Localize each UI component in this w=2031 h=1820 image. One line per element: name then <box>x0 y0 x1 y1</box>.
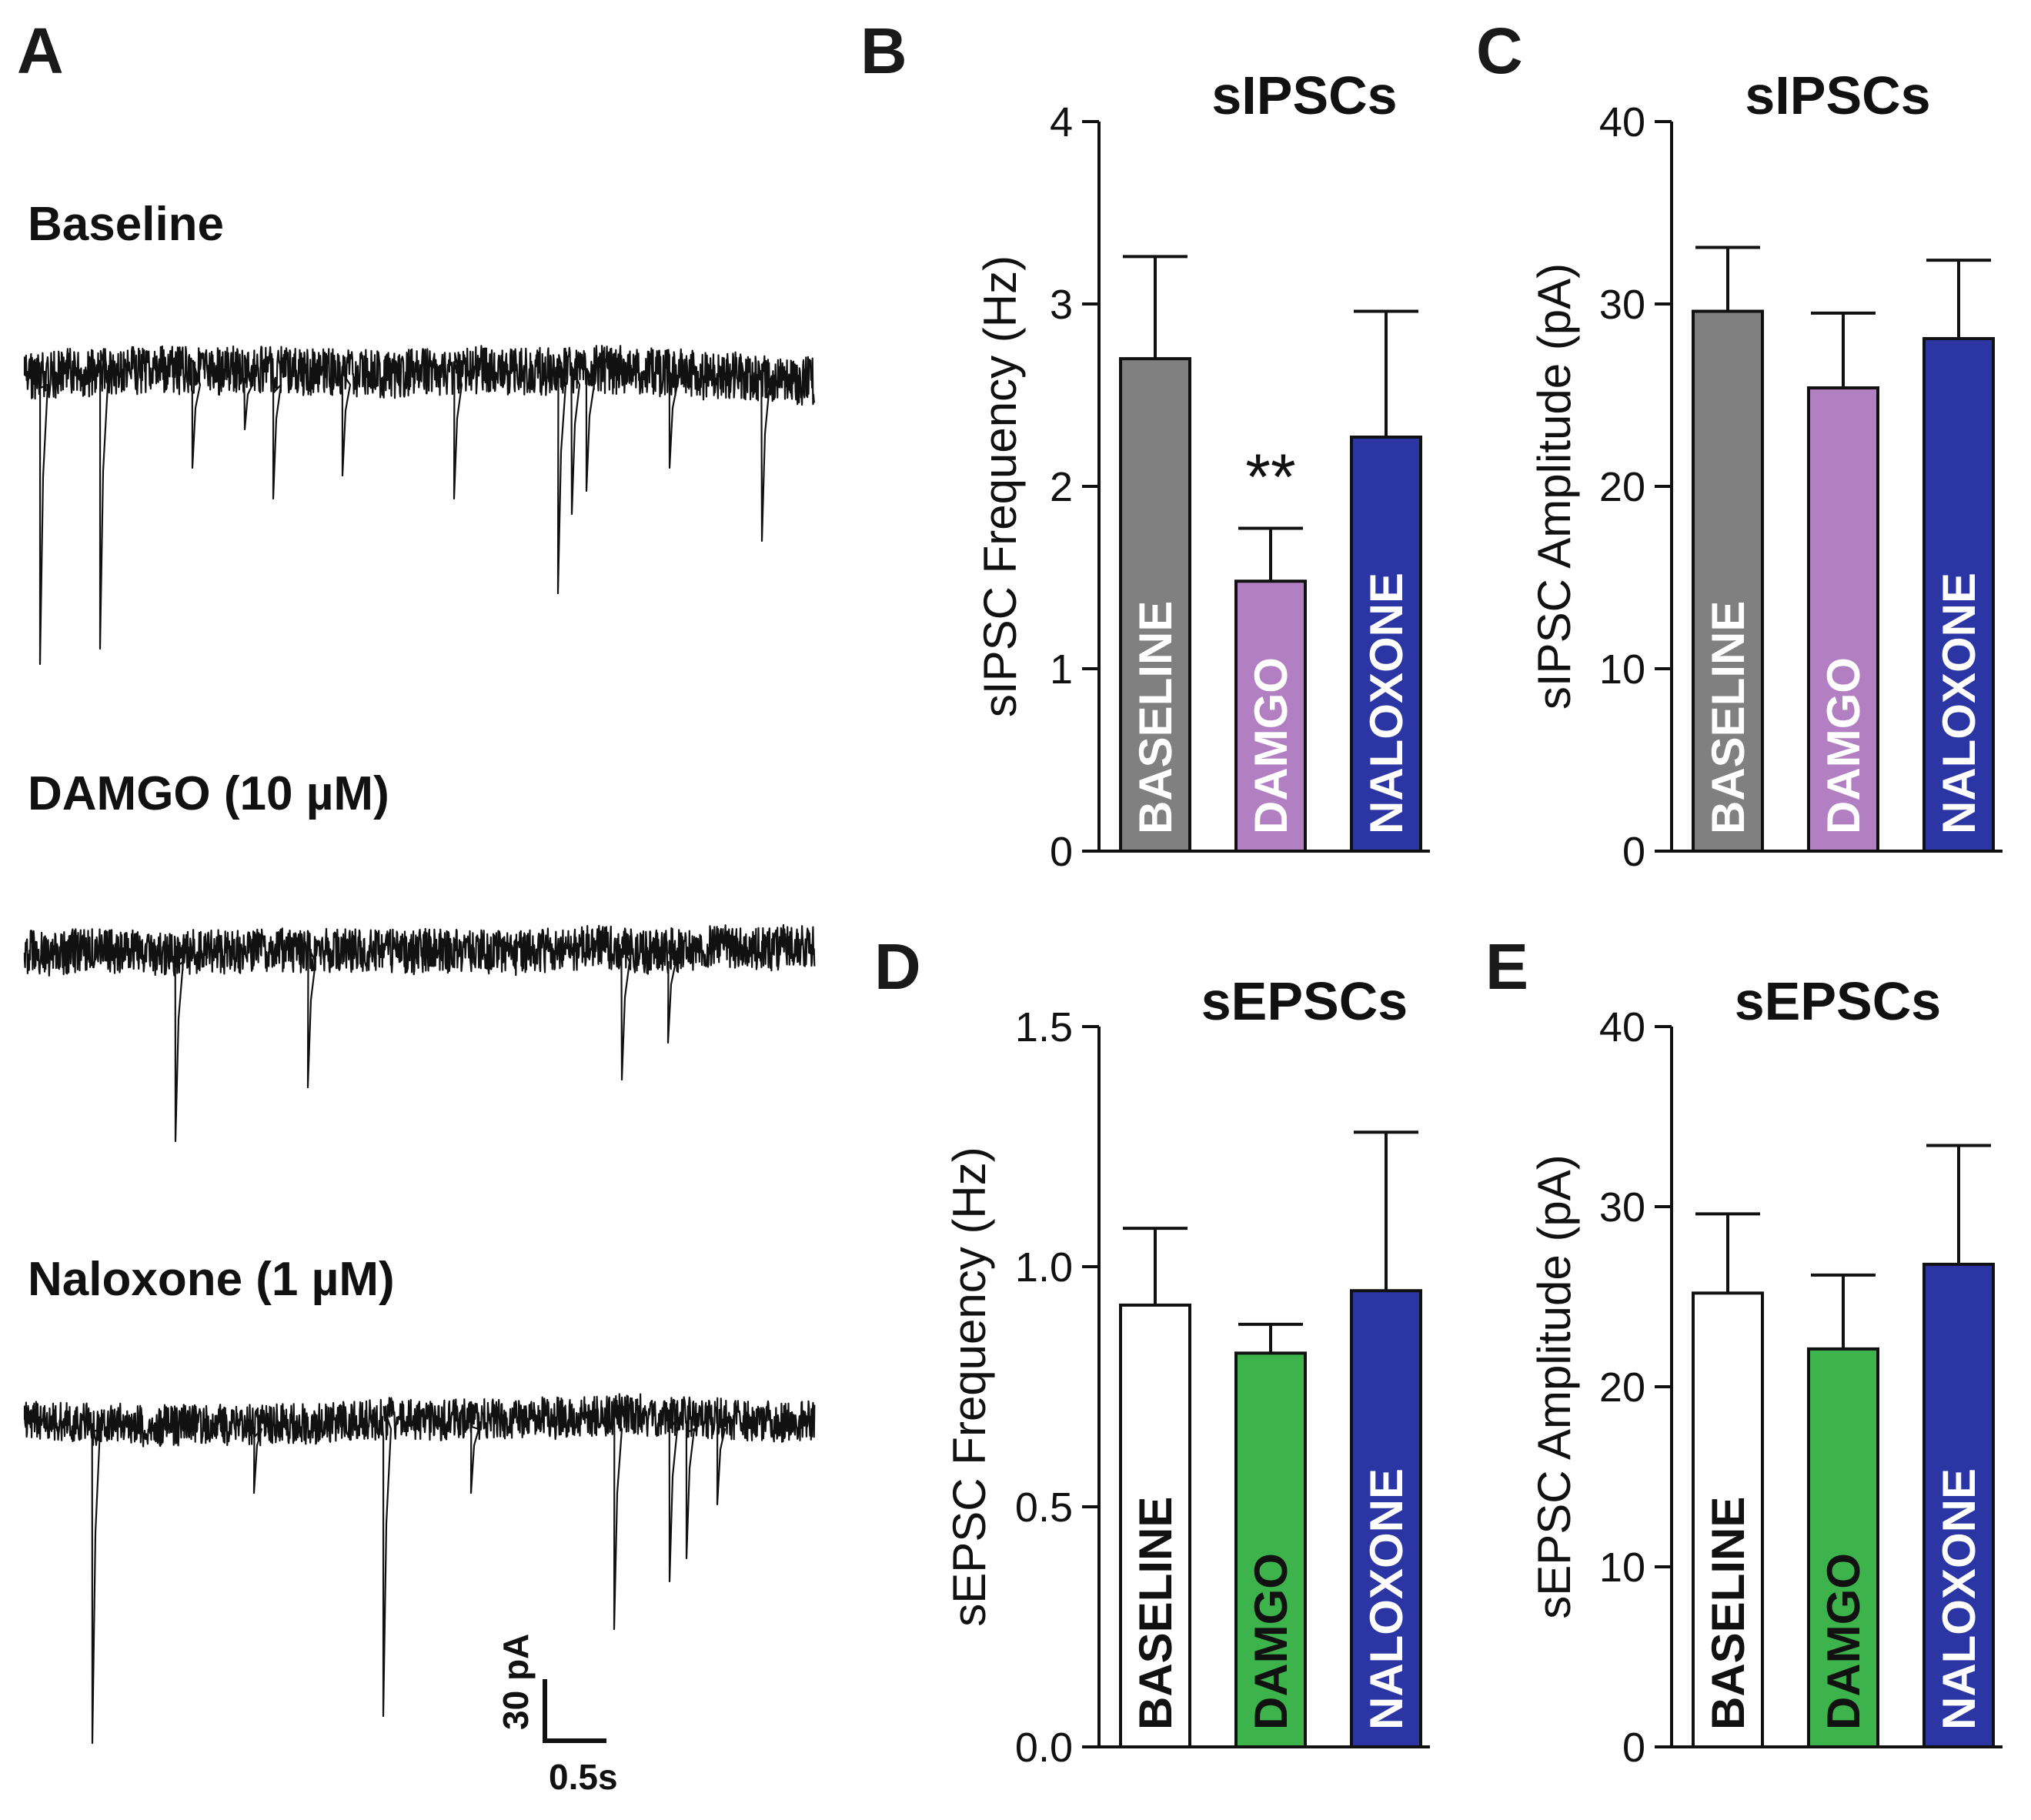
chart-d-bar-label-damgo: DAMGO <box>1245 1553 1297 1730</box>
panel-letter-b: B <box>860 15 907 87</box>
chart-b-ytick-label: 1 <box>1050 646 1073 693</box>
panel-letter-a: A <box>17 15 64 87</box>
chart-c-bar-baseline <box>1692 309 1764 853</box>
chart-d-ytick-label: 0.0 <box>1015 1725 1073 1771</box>
chart-e-bar-label-damgo: DAMGO <box>1818 1553 1869 1730</box>
scale-bar: 30 pA 0.5s <box>496 1634 618 1797</box>
chart-b-bar-label-damgo: DAMGO <box>1245 657 1297 834</box>
chart-b-ytick-label: 0 <box>1050 829 1073 875</box>
chart-c-bar-label-baseline: BASELINE <box>1702 601 1754 834</box>
chart-b-significance-damgo: ** <box>1245 441 1295 513</box>
chart-b: sIPSCs sIPSC Frequency (Hz) 0 1 2 3 4 BASELINE D… <box>974 65 1430 875</box>
chart-d: sEPSCs sEPSC Frequency (Hz) 0.0 0.5 1.0 1.5 BA… <box>944 971 1430 1771</box>
chart-c-bar-label-damgo: DAMGO <box>1818 657 1869 834</box>
chart-c-bar-label-naloxone: NALOXONE <box>1933 573 1985 834</box>
chart-c-title: sIPSCs <box>1745 65 1930 125</box>
chart-e-bar-damgo <box>1807 1347 1879 1748</box>
chart-b-bar-label-baseline: BASELINE <box>1130 601 1181 834</box>
panel-letter-c: C <box>1476 15 1523 87</box>
trace-label-baseline: Baseline <box>28 198 224 251</box>
chart-e-ytick-label: 40 <box>1599 1004 1645 1050</box>
chart-c-bar-damgo <box>1807 386 1879 853</box>
chart-d-ytick-label: 1.5 <box>1015 1004 1073 1050</box>
chart-b-bar-baseline <box>1119 357 1191 853</box>
current-traces <box>23 345 816 1745</box>
chart-d-bar-baseline <box>1119 1303 1191 1749</box>
chart-c-ytick-label: 20 <box>1599 464 1645 510</box>
chart-b-bar-label-naloxone: NALOXONE <box>1361 573 1412 834</box>
panel-letter-e: E <box>1485 930 1528 1003</box>
chart-e-ylabel: sEPSC Amplitude (pA) <box>1528 1154 1580 1619</box>
chart-e-ytick-label: 30 <box>1599 1184 1645 1231</box>
chart-c-bar-naloxone <box>1922 337 1995 853</box>
trace-damgo <box>23 923 816 1143</box>
chart-e-title: sEPSCs <box>1735 971 1941 1031</box>
trace-baseline <box>23 345 816 666</box>
chart-e: sEPSCs sEPSC Amplitude (pA) 0 10 20 30 40 BASEL… <box>1528 971 2003 1771</box>
trace-label-naloxone: Naloxone (1 µM) <box>28 1253 395 1306</box>
chart-d-ylabel: sEPSC Frequency (Hz) <box>944 1147 995 1627</box>
chart-d-title: sEPSCs <box>1201 971 1408 1031</box>
panel-letter-d: D <box>874 930 921 1003</box>
chart-c-ytick-label: 10 <box>1599 646 1645 693</box>
chart-e-bar-baseline <box>1692 1291 1764 1748</box>
chart-d-ytick-label: 1.0 <box>1015 1244 1073 1291</box>
chart-e-bar-naloxone <box>1922 1262 1995 1748</box>
chart-e-ytick-label: 10 <box>1599 1544 1645 1591</box>
scale-time-label: 0.5s <box>549 1757 618 1797</box>
chart-b-bar-naloxone <box>1350 436 1422 853</box>
chart-d-bar-label-baseline: BASELINE <box>1130 1497 1181 1730</box>
trace-label-damgo: DAMGO (10 µM) <box>28 767 389 820</box>
chart-d-bar-label-naloxone: NALOXONE <box>1361 1468 1412 1730</box>
chart-c: sIPSCs sIPSC Amplitude (pA) 0 10 20 30 40 BASEL… <box>1528 65 2003 875</box>
chart-e-bar-label-baseline: BASELINE <box>1702 1497 1754 1730</box>
bar-charts: sIPSCs sIPSC Frequency (Hz) 0 1 2 3 4 BASELINE D… <box>944 65 2003 1771</box>
chart-d-ytick-label: 0.5 <box>1015 1484 1073 1531</box>
chart-d-bar-damgo <box>1234 1351 1307 1748</box>
chart-c-ytick-label: 30 <box>1599 282 1645 328</box>
chart-b-title: sIPSCs <box>1211 65 1397 125</box>
chart-b-ytick-label: 2 <box>1050 464 1073 510</box>
chart-b-bar-damgo <box>1234 579 1307 853</box>
chart-b-ytick-label: 4 <box>1050 99 1073 145</box>
chart-b-ytick-label: 3 <box>1050 282 1073 328</box>
scale-bar-lines <box>543 1679 606 1743</box>
chart-c-ylabel: sIPSC Amplitude (pA) <box>1528 263 1580 710</box>
chart-e-bar-label-naloxone: NALOXONE <box>1933 1468 1985 1730</box>
trace-naloxone <box>23 1393 816 1745</box>
chart-d-bar-naloxone <box>1350 1289 1422 1748</box>
chart-e-ytick-label: 20 <box>1599 1364 1645 1411</box>
chart-b-ylabel: sIPSC Frequency (Hz) <box>974 255 1026 717</box>
chart-c-ytick-label: 40 <box>1599 99 1645 145</box>
chart-e-ytick-label: 0 <box>1622 1725 1645 1771</box>
chart-c-ytick-label: 0 <box>1622 829 1645 875</box>
scale-current-label: 30 pA <box>496 1634 536 1730</box>
